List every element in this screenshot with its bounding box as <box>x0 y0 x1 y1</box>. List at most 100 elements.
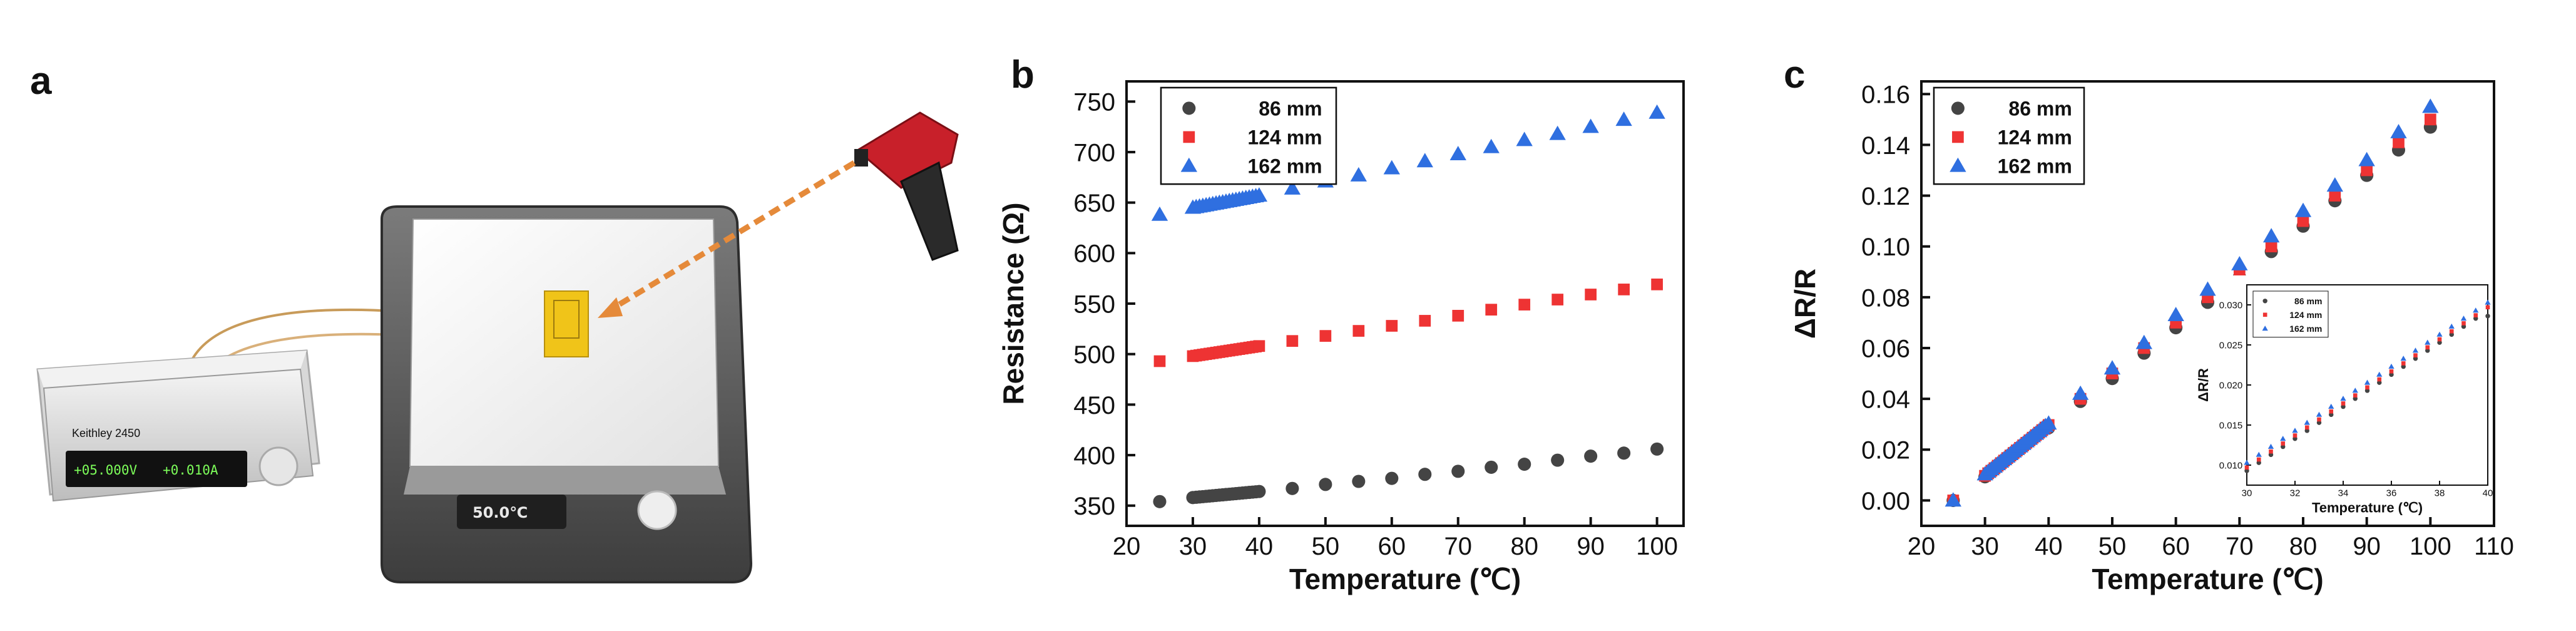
c-inset-data-point <box>2461 321 2466 326</box>
c-data-point <box>2294 202 2312 217</box>
b-data-point <box>1418 468 1432 481</box>
c-inset-x-tick-label: 34 <box>2338 488 2349 498</box>
c-inset-data-point <box>2473 307 2479 313</box>
panel-b: b 20 30 40 50 60 70 80 90 100 350 400 450 500 550 600 6… <box>997 53 1685 595</box>
c-inset-data-point <box>2267 443 2274 449</box>
c-x-tick-label: 50 <box>2098 533 2127 560</box>
b-data-point <box>1485 304 1498 316</box>
b-y-tick-label: 750 <box>1073 89 1115 116</box>
b-data-point <box>1516 131 1533 146</box>
c-legend-marker <box>1951 101 1965 115</box>
c-y-tick-label: 0.10 <box>1861 233 1910 261</box>
b-data-point <box>1385 471 1399 485</box>
c-inset-data-point <box>2413 353 2418 357</box>
b-data-point <box>1451 464 1465 478</box>
meter-brand-label: Keithley 2450 <box>72 427 140 439</box>
b-x-axis-label: Temperature (℃) <box>1289 563 1521 595</box>
b-data-point <box>1551 453 1565 467</box>
c-inset-y-tick-label: 0.025 <box>2219 340 2243 351</box>
c-data-point <box>2326 177 2344 192</box>
c-inset-data-point <box>2341 401 2346 406</box>
c-inset-data-point <box>2340 396 2346 401</box>
c-inset-data-point <box>2449 329 2454 334</box>
c-data-point <box>2103 360 2121 375</box>
c-inset-data-point <box>2400 356 2406 361</box>
b-data-point <box>1284 180 1301 195</box>
b-data-point <box>1449 146 1466 160</box>
c-legend-marker <box>1952 131 1964 143</box>
c-data-point <box>1945 492 1962 507</box>
c-inset-y-tick-label: 0.010 <box>2219 460 2243 471</box>
panel-label-a: a <box>30 59 52 103</box>
b-data-point <box>1549 125 1566 140</box>
c-inset-data-point <box>2401 361 2406 366</box>
c-data-point <box>2297 215 2309 227</box>
b-data-point <box>1551 294 1564 305</box>
b-x-tick-label: 100 <box>1636 533 1678 560</box>
c-inset-data-point <box>2304 425 2309 430</box>
b-data-point <box>1518 458 1531 471</box>
c-inset-legend-marker <box>2262 299 2267 304</box>
b-data-point <box>1618 284 1630 295</box>
hot-plate: 50.0℃ <box>381 205 753 583</box>
b-data-point <box>1153 495 1167 508</box>
b-data-point <box>1452 310 1464 322</box>
c-y-tick-label: 0.02 <box>1861 437 1910 464</box>
b-x-tick-label: 90 <box>1577 533 1605 560</box>
b-legend-marker <box>1183 131 1195 143</box>
c-inset-data-point <box>2460 316 2467 321</box>
c-legend-label: 124 mm <box>1998 126 2072 149</box>
b-x-tick-label: 60 <box>1378 533 1406 560</box>
c-y-tick-label: 0.12 <box>1861 183 1910 210</box>
c-inset-x-tick-label: 40 <box>2483 488 2493 498</box>
c-inset-y-tick-label: 0.015 <box>2219 420 2243 431</box>
b-data-point <box>1648 104 1665 119</box>
c-y-tick-label: 0.14 <box>1861 132 1910 160</box>
c-inset-data-point <box>2437 337 2442 342</box>
b-data-point <box>1416 153 1433 168</box>
c-inset-data-point <box>2485 299 2491 305</box>
c-inset-data-point <box>2316 411 2323 417</box>
b-data-point <box>1419 315 1431 327</box>
b-data-point <box>1582 118 1599 133</box>
c-x-tick-label: 70 <box>2226 533 2254 560</box>
b-data-point <box>1518 299 1531 310</box>
c-inset-data-point <box>2317 417 2321 422</box>
c-inset-data-point <box>2389 369 2394 374</box>
c-inset-data-point <box>2292 433 2297 438</box>
c-inset-data-point <box>2256 457 2261 462</box>
b-legend-label: 162 mm <box>1247 155 1322 178</box>
b-x-tick-label: 30 <box>1179 533 1207 560</box>
c-y-tick-label: 0.00 <box>1861 488 1910 515</box>
c-inset-data-point <box>2244 465 2249 470</box>
c-x-tick-label: 110 <box>2474 533 2514 560</box>
b-data-point <box>1352 475 1366 488</box>
b-y-tick-label: 600 <box>1073 240 1115 268</box>
source-meter: Keithley 2450 +05.000V +0.010A <box>36 349 320 502</box>
panel-label-b: b <box>1011 53 1035 96</box>
b-y-tick-label: 550 <box>1073 290 1115 318</box>
hot-plate-display <box>457 495 566 529</box>
b-y-axis-label: Resistance (Ω) <box>997 202 1030 404</box>
c-inset-legend-label: 162 mm <box>2289 324 2322 334</box>
b-data-point <box>1319 478 1332 491</box>
b-x-tick-label: 20 <box>1113 533 1141 560</box>
b-legend-marker <box>1180 157 1197 172</box>
c-x-tick-label: 40 <box>2035 533 2063 560</box>
c-inset-data-point <box>2256 451 2262 457</box>
b-data-point <box>1153 355 1166 367</box>
c-inset-y-tick-label: 0.030 <box>2219 300 2243 310</box>
ir-thermometer <box>854 111 959 261</box>
b-x-tick-label: 50 <box>1312 533 1340 560</box>
b-data-point <box>1352 325 1365 337</box>
b-legend-marker <box>1182 101 1196 115</box>
c-inset-data-point <box>2485 305 2490 310</box>
c-y-tick-label: 0.04 <box>1861 386 1910 414</box>
c-data-point <box>2135 334 2153 349</box>
c-inset-data-point <box>2473 313 2478 317</box>
b-data-point <box>1350 167 1367 182</box>
c-inset-data-point <box>2304 419 2310 425</box>
chart-c: 20 30 40 50 60 70 80 90 100 110 0.00 0.02 0.04 0.06 0.… <box>1789 80 2514 595</box>
c-y-tick-label: 0.08 <box>1861 284 1910 312</box>
